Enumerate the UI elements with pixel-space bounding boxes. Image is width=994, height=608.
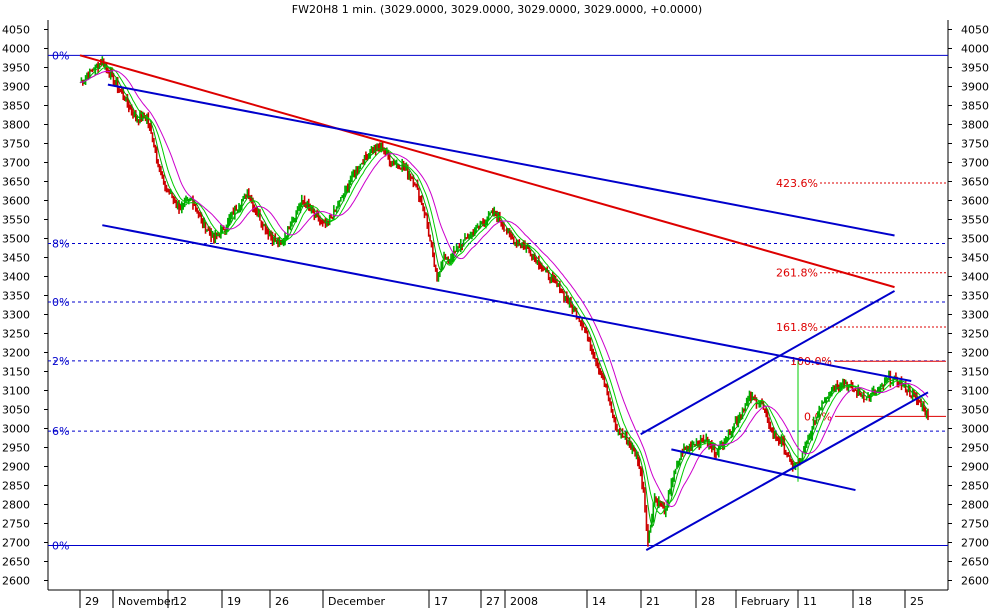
y-tick-label-left: 4050: [2, 24, 30, 37]
y-tick-label-right: 3000: [961, 423, 989, 436]
y-tick-label-left: 3100: [2, 385, 30, 398]
trendline: [671, 448, 856, 492]
y-tick-label-left: 3200: [2, 347, 30, 360]
x-tick-label: 17: [434, 595, 448, 608]
y-tick-label-right: 3600: [961, 195, 989, 208]
x-tick-label: 21: [646, 595, 660, 608]
fibonacci-level-label: 423.6%: [776, 177, 818, 190]
y-tick-label-left: 2950: [2, 442, 30, 455]
y-tick-label-right: 3700: [961, 157, 989, 170]
fibonacci-level-label: 161.8%: [776, 321, 818, 334]
y-tick-label-left: 2900: [2, 461, 30, 474]
moving-average-line: [79, 66, 929, 515]
x-tick-label: 19: [227, 595, 241, 608]
horizontal-level-label: 6%: [52, 425, 69, 438]
x-tick-label: December: [328, 595, 386, 608]
y-tick-label-right: 3400: [961, 271, 989, 284]
y-tick-label-left: 3750: [2, 138, 30, 151]
trendline: [107, 83, 895, 237]
y-tick-label-right: 2850: [961, 480, 989, 493]
y-tick-label-left: 3700: [2, 157, 30, 170]
moving-average-line: [79, 64, 929, 527]
horizontal-level-label: 0%: [52, 49, 69, 62]
y-tick-label-left: 3400: [2, 271, 30, 284]
x-tick-label: 18: [858, 595, 872, 608]
x-tick-label: 27: [486, 595, 500, 608]
y-tick-label-left: 2600: [2, 575, 30, 588]
y-tick-label-left: 2700: [2, 537, 30, 550]
fibonacci-level-label: 261.8%: [776, 267, 818, 280]
y-tick-label-left: 3500: [2, 233, 30, 246]
y-tick-label-right: 3300: [961, 309, 989, 322]
y-tick-label-right: 3750: [961, 138, 989, 151]
y-tick-label-left: 3350: [2, 290, 30, 303]
y-tick-label-left: 2800: [2, 499, 30, 512]
y-tick-label-left: 3650: [2, 176, 30, 189]
x-tick-label: 11: [803, 595, 817, 608]
y-tick-label-left: 3150: [2, 366, 30, 379]
y-tick-label-left: 3550: [2, 214, 30, 227]
y-tick-label-right: 2800: [961, 499, 989, 512]
y-tick-label-left: 3000: [2, 423, 30, 436]
y-tick-label-right: 2950: [961, 442, 989, 455]
y-tick-label-left: 3950: [2, 62, 30, 75]
x-tick-label: November: [118, 595, 176, 608]
x-tick-label: 28: [701, 595, 715, 608]
x-tick-label: 29: [85, 595, 99, 608]
y-tick-label-right: 3650: [961, 176, 989, 189]
y-tick-label-right: 2700: [961, 537, 989, 550]
x-tick-label: 25: [910, 595, 924, 608]
y-tick-label-right: 3550: [961, 214, 989, 227]
y-tick-label-right: 3350: [961, 290, 989, 303]
chart-title: FW20H8 1 min. (3029.0000, 3029.0000, 302…: [292, 3, 702, 16]
y-tick-label-left: 3900: [2, 81, 30, 94]
y-tick-label-right: 3900: [961, 81, 989, 94]
x-tick-label: 14: [592, 595, 606, 608]
y-tick-label-left: 2650: [2, 556, 30, 569]
x-tick-label: February: [741, 595, 790, 608]
x-tick-label: 12: [173, 595, 187, 608]
horizontal-level-label: 8%: [52, 237, 69, 250]
y-tick-label-right: 2750: [961, 518, 989, 531]
x-tick-label: 2008: [510, 595, 538, 608]
y-tick-label-left: 2850: [2, 480, 30, 493]
y-tick-label-right: 3850: [961, 100, 989, 113]
y-tick-label-right: 2600: [961, 575, 989, 588]
y-tick-label-right: 3150: [961, 366, 989, 379]
trendline: [102, 224, 912, 382]
y-tick-label-right: 2900: [961, 461, 989, 474]
trendline: [640, 290, 896, 436]
y-tick-label-right: 3950: [961, 62, 989, 75]
horizontal-level-label: 0%: [52, 540, 69, 553]
trendline: [79, 54, 895, 289]
y-tick-label-left: 3450: [2, 252, 30, 265]
y-tick-label-left: 3800: [2, 119, 30, 132]
y-tick-label-right: 4000: [961, 43, 989, 56]
y-tick-label-right: 3450: [961, 252, 989, 265]
y-tick-label-right: 4050: [961, 24, 989, 37]
y-tick-label-right: 3050: [961, 404, 989, 417]
y-tick-label-right: 3100: [961, 385, 989, 398]
y-tick-label-left: 2750: [2, 518, 30, 531]
horizontal-level-label: 0%: [52, 296, 69, 309]
x-tick-label: 26: [275, 595, 289, 608]
y-tick-label-left: 3300: [2, 309, 30, 322]
horizontal-level-label: 2%: [52, 355, 69, 368]
y-tick-label-right: 3250: [961, 328, 989, 341]
trendline: [645, 391, 929, 551]
y-tick-label-right: 3800: [961, 119, 989, 132]
y-tick-label-right: 3500: [961, 233, 989, 246]
y-tick-label-right: 3200: [961, 347, 989, 360]
y-tick-label-left: 4000: [2, 43, 30, 56]
y-tick-label-left: 3850: [2, 100, 30, 113]
moving-average-line: [79, 70, 929, 508]
y-tick-label-left: 3250: [2, 328, 30, 341]
y-tick-label-left: 3600: [2, 195, 30, 208]
y-tick-label-left: 3050: [2, 404, 30, 417]
y-tick-label-right: 2650: [961, 556, 989, 569]
